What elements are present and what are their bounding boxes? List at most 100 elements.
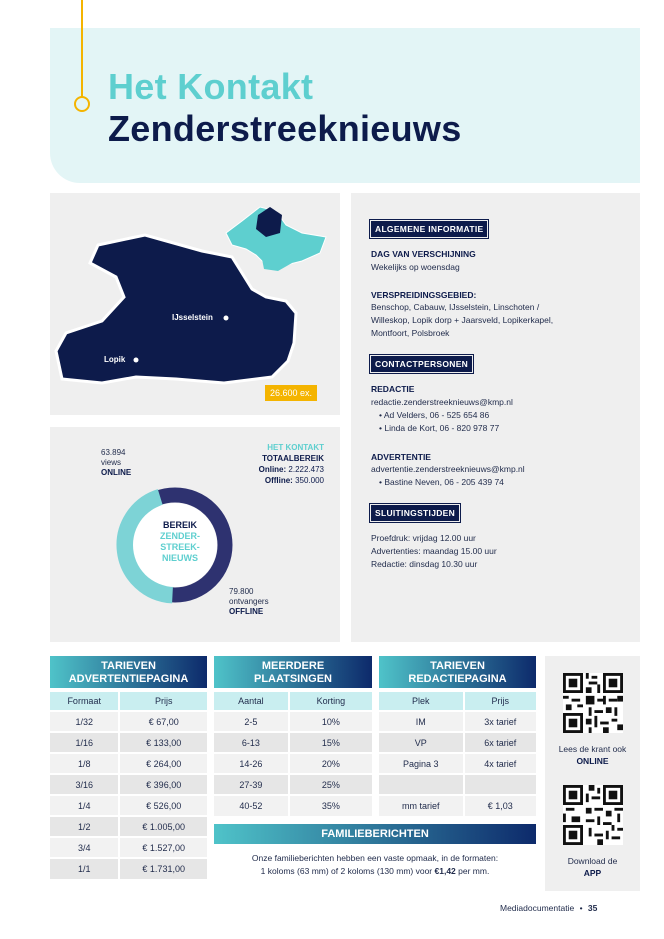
general-info-tag: ALGEMENE INFORMATIE	[368, 219, 490, 239]
deadline-item: Redactie: dinsdag 10.30 uur	[371, 559, 478, 569]
ads-heading: ADVERTENTIE	[371, 452, 431, 462]
inset-map-highlight	[256, 207, 282, 237]
family-notices-text: Onze familieberichten hebben een vaste o…	[214, 852, 536, 878]
editorial-title-line2: REDACTIEPAGINA	[408, 673, 507, 685]
ad-rates-table: Formaat Prijs 1/32 € 67,00 1/16 € 133,00 1…	[50, 692, 207, 879]
table-row: 14-26 20%	[214, 752, 372, 774]
family-line2-a: 1 koloms (63 mm) of 2 koloms (130 mm) vo…	[260, 866, 435, 876]
deadline-item: Advertenties: maandag 15.00 uur	[371, 546, 497, 556]
place-ijsselstein: IJsselstein	[172, 313, 213, 322]
table-row: 1/16 € 133,00	[50, 731, 207, 753]
app-qr-code[interactable]	[563, 785, 623, 845]
offline-count: 79.800	[229, 587, 254, 596]
multi-title-line1: MEERDERE	[261, 660, 325, 672]
price-cell: € 526,00	[118, 794, 207, 816]
price-cell: 3x tarief	[462, 710, 536, 732]
area-line: Benschop, Cabauw, IJsselstein, Linschote…	[371, 302, 540, 312]
ad-rates-title-line2: ADVERTENTIEPAGINA	[68, 673, 189, 685]
offline-stat: 79.800 ontvangers OFFLINE	[229, 587, 269, 617]
app-caption-line1: Download de	[567, 856, 618, 866]
online-total-row: Online: 2.222.473	[232, 464, 324, 475]
donut-center	[133, 503, 217, 587]
place-cell	[379, 773, 464, 795]
column-header: Prijs	[462, 692, 536, 711]
format-cell: 3/4	[50, 836, 120, 858]
day-text: Wekelijks op woensdag	[371, 262, 460, 272]
online-caption-line1: Lees de krant ook	[558, 744, 627, 754]
editorial-rates-table: Plek Prijs IM 3x tarief VP 6x tarief Pagin…	[379, 692, 536, 816]
discount-cell: 10%	[287, 710, 372, 732]
family-line2-b: per mm.	[455, 866, 490, 876]
price-cell: € 67,00	[118, 710, 207, 732]
online-total-label: Online:	[258, 465, 287, 474]
online-count: 63.894	[101, 448, 126, 457]
column-header: Formaat	[50, 692, 120, 711]
price-cell: € 1.731,00	[118, 857, 207, 879]
area-line: Willeskop, Lopik dorp + Jaarsveld, Lopik…	[371, 315, 554, 325]
online-stat: 63.894 views ONLINE	[101, 448, 131, 478]
online-qr-code[interactable]	[563, 673, 623, 733]
discount-cell: 15%	[287, 731, 372, 753]
header-banner	[50, 28, 640, 183]
brand-label: HET KONTAKT	[267, 443, 324, 452]
inset-map	[225, 206, 327, 266]
offline-total-label: Offline:	[264, 476, 293, 485]
contacts-tag: CONTACTPERSONEN	[368, 354, 475, 374]
column-header: Korting	[287, 692, 372, 711]
count-cell: 6-13	[214, 731, 289, 753]
editorial-email[interactable]: redactie.zenderstreeknieuws@kmp.nl	[371, 397, 513, 407]
count-cell: 14-26	[214, 752, 289, 774]
reach-donut	[116, 487, 233, 604]
circulation-badge: 26.600 ex.	[265, 385, 318, 401]
table-row: 1/2 € 1.005,00	[50, 815, 207, 837]
count-cell: 27-39	[214, 773, 289, 795]
ads-person: • Bastine Neven, 06 - 205 439 74	[379, 477, 504, 487]
ad-rates-header: TARIEVEN ADVERTENTIEPAGINA	[50, 656, 207, 688]
table-row: 1/32 € 67,00	[50, 710, 207, 732]
decorative-circle	[74, 96, 90, 112]
online-total-value: 2.222.473	[288, 465, 324, 474]
app-qr-caption: Download de APP	[545, 855, 640, 879]
ad-rates-title-line1: TARIEVEN	[101, 660, 156, 672]
table-row: 3/4 € 1.527,00	[50, 836, 207, 858]
family-line1: Onze familieberichten hebben een vaste o…	[251, 853, 499, 863]
multi-placements-table: Aantal Korting 2-5 10% 6-13 15% 14-26 20% 2…	[214, 692, 372, 816]
count-cell: 40-52	[214, 794, 289, 816]
offline-unit: ontvangers	[229, 597, 269, 606]
place-cell: VP	[379, 731, 464, 753]
ads-email[interactable]: advertentie.zenderstreeknieuws@kmp.nl	[371, 464, 525, 474]
discount-cell: 20%	[287, 752, 372, 774]
total-reach: HET KONTAKT TOTAALBEREIK Online: 2.222.4…	[232, 442, 324, 486]
column-header: Plek	[379, 692, 464, 711]
donut-label-line4: NIEUWS	[162, 553, 198, 563]
ijsselstein-marker	[223, 315, 229, 321]
table-row: 6-13 15%	[214, 731, 372, 753]
donut-label-line3: STREEK-	[160, 542, 200, 552]
table-row	[379, 773, 536, 795]
app-caption-line2: APP	[583, 868, 602, 878]
offline-total-row: Offline: 350.000	[232, 475, 324, 486]
editorial-contact: redactie.zenderstreeknieuws@kmp.nl • Ad …	[371, 396, 636, 435]
donut-label: BEREIK ZENDER- STREEK- NIEUWS	[142, 520, 218, 564]
editorial-person: • Linda de Kort, 06 - 820 978 77	[379, 423, 500, 433]
place-cell: Pagina 3	[379, 752, 464, 774]
price-cell: € 1.005,00	[118, 815, 207, 837]
ads-contact: advertentie.zenderstreeknieuws@kmp.nl • …	[371, 463, 636, 489]
price-cell: € 396,00	[118, 773, 207, 795]
count-cell: 2-5	[214, 710, 289, 732]
place-lopik: Lopik	[104, 355, 126, 364]
online-caption-line2: ONLINE	[576, 756, 609, 766]
price-cell: 6x tarief	[462, 731, 536, 753]
table-row: 1/8 € 264,00	[50, 752, 207, 774]
area-line: Montfoort, Polsbroek	[371, 328, 450, 338]
lopik-marker	[133, 357, 139, 363]
price-cell: € 1.527,00	[118, 836, 207, 858]
family-price: €1,42	[434, 866, 456, 876]
discount-cell: 25%	[287, 773, 372, 795]
footer-label: Mediadocumentatie	[500, 903, 575, 913]
price-cell: € 1,03	[462, 794, 536, 816]
place-cell: mm tarief	[379, 794, 464, 816]
table-row: 40-52 35%	[214, 794, 372, 816]
deadline-item: Proefdruk: vrijdag 12.00 uur	[371, 533, 476, 543]
region-map-shape	[54, 233, 298, 385]
